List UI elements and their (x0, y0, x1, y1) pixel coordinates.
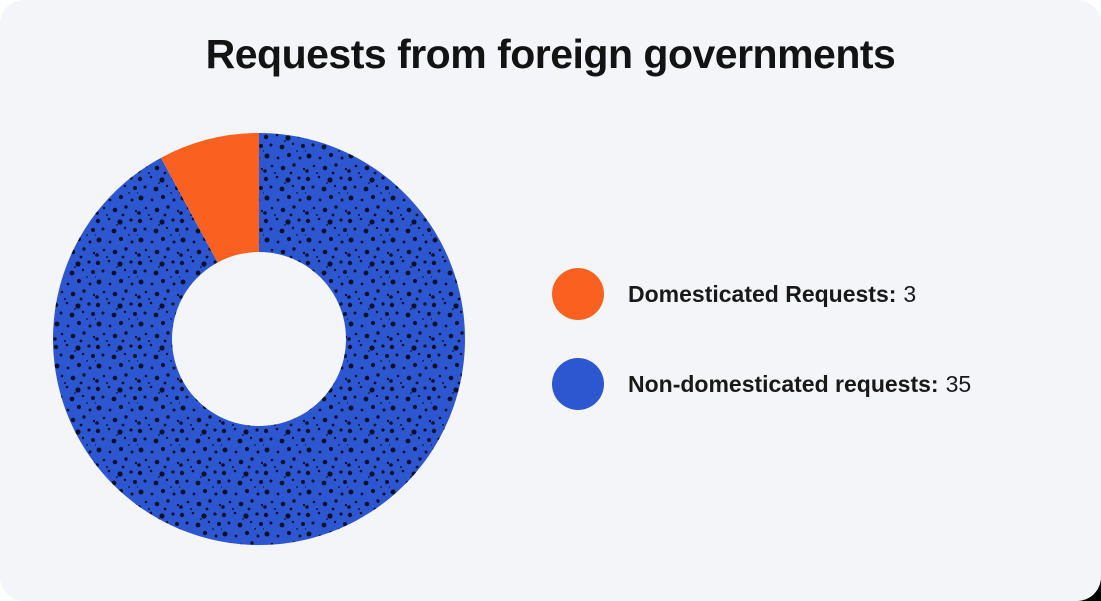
donut-chart-svg (52, 133, 465, 545)
legend: Domesticated Requests: 3 Non-domesticated… (552, 268, 971, 448)
chart-title: Requests from foreign governments (205, 31, 896, 77)
legend-text-non-domesticated: Non-domesticated requests: 35 (628, 371, 971, 398)
legend-swatch-orange-circle (552, 268, 604, 320)
donut-chart (52, 133, 465, 545)
legend-item-non-domesticated: Non-domesticated requests: 35 (552, 358, 971, 410)
legend-value-domesticated: 3 (903, 280, 917, 307)
slice-domesticated (160, 133, 259, 263)
slice-non-domesticated-texture (52, 133, 465, 545)
legend-item-domesticated: Domesticated Requests: 3 (552, 268, 971, 320)
legend-label-non-domesticated: Non-domesticated requests: (628, 370, 939, 397)
legend-swatch-blue-circle (552, 358, 604, 410)
legend-label-domesticated: Domesticated Requests: (628, 280, 897, 307)
legend-value-non-domesticated: 35 (945, 370, 972, 397)
legend-text-domesticated: Domesticated Requests: 3 (628, 281, 916, 308)
